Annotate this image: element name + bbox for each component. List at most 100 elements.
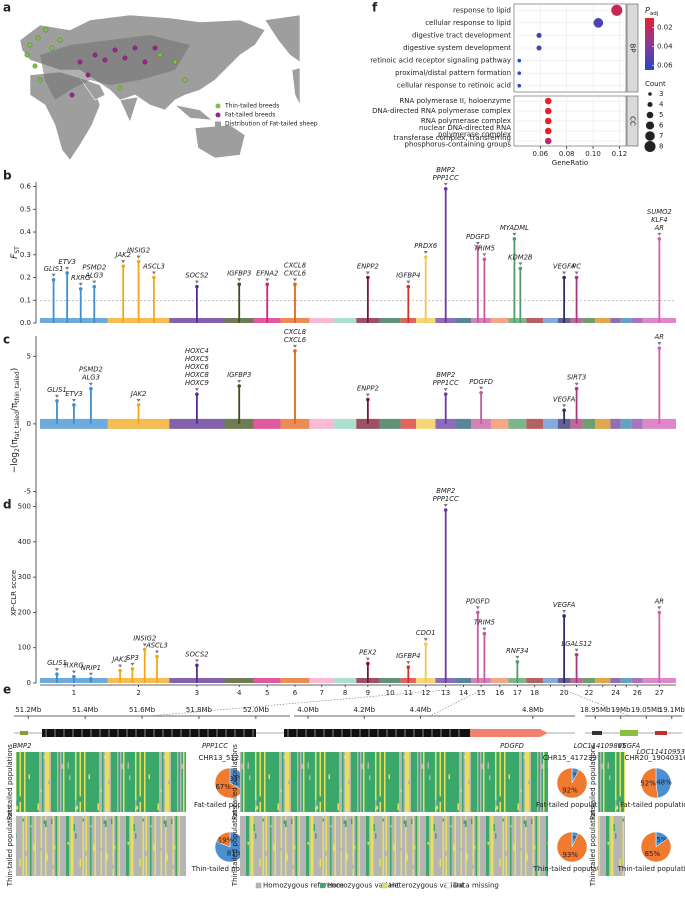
chromosome-band [415, 418, 436, 429]
thin-tailed-breed [49, 45, 55, 51]
pie-caption: Thin-tailed population [191, 865, 269, 873]
peak-arrow [475, 241, 480, 245]
peak-point [237, 384, 242, 388]
y-tick-label: 0.5 [20, 205, 31, 213]
thin-tailed-breed [57, 37, 63, 43]
landmass [291, 67, 301, 106]
gene-label: CDO1 [416, 629, 436, 637]
world-map [19, 14, 301, 161]
peak-arrow [657, 606, 662, 610]
y-axis-label: −log2(πfat_tailed/πthin_tailed) [10, 368, 22, 474]
legend-swatch [255, 882, 262, 889]
landmass [194, 124, 246, 159]
peak-point [89, 676, 93, 681]
x-tick-label: 1 [72, 689, 76, 697]
peak-arrow [292, 344, 297, 348]
thin-tailed-breed [157, 52, 163, 58]
pie-slice [556, 767, 588, 799]
x-tick-label: 8 [343, 689, 347, 697]
peak-point [142, 647, 147, 652]
y-axis-label-part: −log [10, 452, 20, 473]
peak-point [482, 257, 487, 262]
peak-point [443, 392, 448, 396]
size-legend-label: 5 [659, 111, 663, 119]
chromosome-band [455, 318, 472, 323]
gene-label: INSIG2 [133, 634, 156, 642]
chromosome-band [471, 678, 491, 683]
peak-point [195, 663, 199, 668]
size-legend-dot [648, 92, 652, 96]
thin-tailed-breed [27, 42, 33, 48]
gene-label: KLF4 [651, 216, 667, 224]
chromosome-band [455, 678, 472, 683]
gene-label: ENPP2 [357, 385, 379, 393]
chromosome-band [543, 418, 558, 429]
chromosome-band [379, 678, 401, 683]
chromosome-band [309, 318, 335, 323]
chromosome-band [490, 318, 509, 323]
gene-label: ALG3 [84, 272, 103, 280]
gene-label: RXRG [64, 662, 83, 670]
peak-point [293, 349, 297, 353]
fat-tailed-breed [152, 45, 158, 51]
gene-label: AR [654, 224, 665, 232]
gene-name: LOC114109532 [637, 748, 685, 756]
haplotype-heatmap [598, 816, 625, 876]
pie-label: 48% [656, 778, 672, 786]
x-tick-label: 0.12 [612, 150, 628, 158]
peak-point [65, 271, 69, 275]
gene-label: CXCL6 [284, 336, 307, 344]
fat-tailed-breed [77, 59, 83, 65]
peak-arrow [443, 388, 448, 392]
fat-tailed-breed [69, 92, 75, 98]
dot [611, 4, 623, 16]
chromosome-band [508, 318, 527, 323]
gene-label: IGFBP4 [396, 652, 420, 660]
fat-tailed-breed [112, 47, 118, 53]
peak-arrow [562, 609, 567, 613]
peak-arrow [71, 398, 76, 402]
peak-arrow [479, 386, 484, 390]
gene-label: SOCS2 [185, 272, 208, 280]
peak-point [443, 508, 448, 512]
chromosome-band [309, 678, 335, 683]
peak-arrow [518, 262, 523, 266]
pie-label: 33% [229, 775, 245, 783]
peak-arrow [88, 672, 93, 676]
gene-body [592, 731, 602, 735]
gene-label: CXCL6 [284, 269, 307, 277]
peak-arrow [194, 659, 199, 663]
term-label: nuclear DNA-directed RNA [419, 124, 511, 132]
gene-body [42, 729, 256, 737]
pie-label: 7% [568, 835, 579, 843]
gene-label: ENPP2 [357, 263, 379, 271]
peak-arrow [574, 382, 579, 386]
chromosome-band [631, 318, 643, 323]
peak-point [443, 187, 448, 191]
haplotype-heatmap [240, 752, 548, 812]
pie-caption: Fat-tailed population [536, 801, 608, 809]
gene-label: IGFBP3 [227, 269, 251, 277]
gene-arrow [470, 729, 548, 737]
chromosome-band [543, 678, 558, 683]
pie-slice [556, 831, 588, 863]
chromosome-band [40, 318, 108, 323]
landmass [79, 77, 106, 101]
term-label: RNA polymerase complex [421, 117, 511, 125]
peak-point [366, 397, 370, 402]
legend-swatch [215, 103, 221, 109]
peak-point [92, 284, 97, 289]
peak-point [72, 403, 76, 407]
dot [536, 32, 542, 38]
haplotype-heatmap [16, 752, 186, 812]
pie-slice [640, 767, 659, 799]
term-label: polymerase complex [438, 130, 511, 138]
size-legend-label: 4 [659, 101, 664, 109]
chromosome-band [379, 418, 401, 429]
gene-label: GLIS1 [44, 265, 64, 273]
peak-point [479, 390, 483, 395]
y-tick-label: 300 [18, 573, 31, 581]
gene-body [655, 731, 667, 735]
colorbar-tick-label: 0.06 [657, 61, 673, 69]
gene-label: VEGFA [553, 263, 576, 271]
